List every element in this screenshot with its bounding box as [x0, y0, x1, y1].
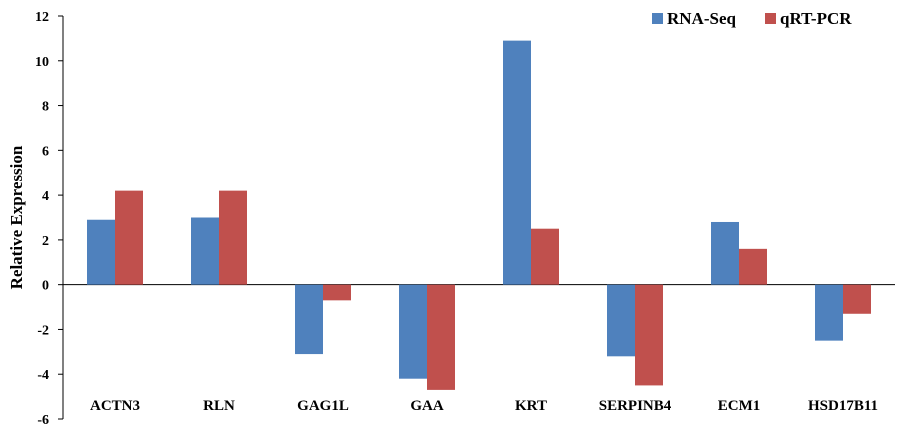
category-label: ECM1: [718, 398, 761, 414]
y-tick-label: -6: [37, 413, 49, 426]
bar-rna-seq-gag1l: [295, 284, 323, 355]
bar-qrt-pcr-ecm1: [739, 248, 767, 285]
bar-qrt-pcr-actn3: [115, 190, 143, 285]
bar-qrt-pcr-serpinb4: [635, 284, 663, 386]
axes: [62, 16, 895, 419]
y-tick-label: -4: [37, 368, 49, 383]
bars: [87, 40, 871, 390]
y-tick-label: 10: [35, 55, 49, 70]
y-tick-label: 6: [42, 144, 49, 159]
y-tick-label: 4: [42, 189, 49, 204]
bar-rna-seq-gaa: [399, 284, 427, 379]
bar-qrt-pcr-gaa: [427, 284, 455, 390]
bar-rna-seq-serpinb4: [607, 284, 635, 357]
category-label: RLN: [203, 398, 235, 414]
bar-rna-seq-hsd17b11: [815, 284, 843, 341]
legend-swatch: [765, 13, 776, 24]
bar-qrt-pcr-hsd17b11: [843, 284, 871, 314]
y-ticks: -6 -4 -2 0 2 4 6 8 10 12: [35, 10, 63, 428]
category-label: GAA: [410, 398, 444, 414]
y-axis-label: Relative Expression: [7, 145, 26, 289]
bar-rna-seq-rln: [191, 217, 219, 285]
category-label: HSD17B11: [808, 398, 878, 414]
y-tick-label: 2: [42, 234, 49, 249]
bar-qrt-pcr-krt: [531, 228, 559, 285]
y-tick-label: -2: [37, 323, 49, 338]
legend-swatch: [652, 13, 663, 24]
legend-label: RNA-Seq: [667, 9, 736, 28]
y-tick-label: 8: [42, 100, 49, 115]
category-label: ACTN3: [90, 398, 140, 414]
category-label: GAG1L: [297, 398, 349, 414]
legend: RNA-Seq qRT-PCR: [652, 9, 852, 28]
bar-rna-seq-krt: [503, 40, 531, 285]
y-tick-label: 0: [42, 279, 49, 294]
bar-qrt-pcr-gag1l: [323, 284, 351, 301]
bar-rna-seq-ecm1: [711, 221, 739, 285]
category-label: SERPINB4: [599, 398, 672, 414]
legend-label: qRT-PCR: [780, 9, 852, 28]
bar-qrt-pcr-rln: [219, 190, 247, 285]
category-label: KRT: [515, 398, 547, 414]
category-labels: ACTN3 RLN GAG1L GAA KRT SERPINB4 ECM1 HSD17B11: [90, 398, 878, 414]
bar-rna-seq-actn3: [87, 219, 115, 285]
y-tick-label: 12: [35, 10, 49, 25]
